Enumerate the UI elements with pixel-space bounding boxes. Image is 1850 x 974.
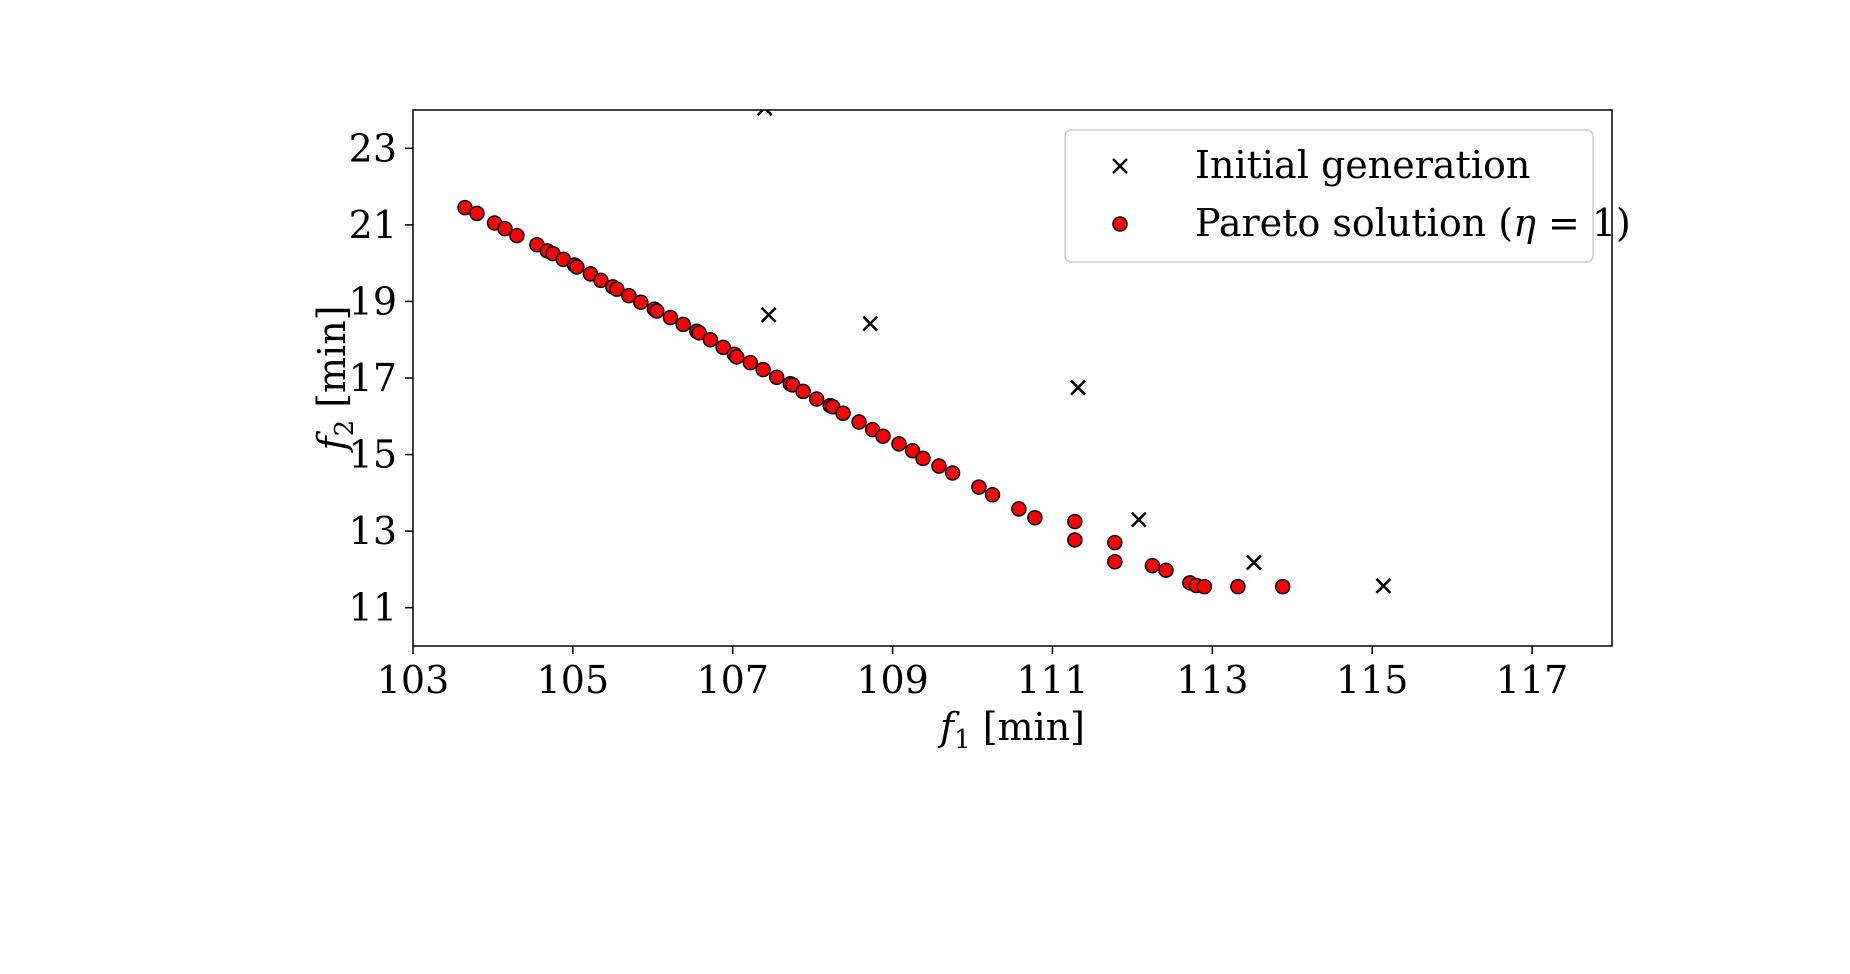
pareto-point <box>835 405 851 421</box>
y-tick-label: 15 <box>349 433 397 477</box>
pareto-point <box>662 309 679 326</box>
initial-generation-point <box>756 110 773 116</box>
pareto-point <box>984 487 1001 503</box>
x-tick-label: 109 <box>856 658 929 702</box>
legend-label-pareto-suffix: = 1) <box>1536 201 1631 245</box>
pareto-point <box>931 458 947 474</box>
pareto-point <box>1144 557 1161 574</box>
y-tick-label: 19 <box>349 279 397 323</box>
pareto-point <box>1196 578 1213 595</box>
legend-marker-pareto-solution <box>1112 216 1128 232</box>
pareto-point <box>875 428 891 444</box>
pareto-point <box>715 339 731 356</box>
y-tick-label: 17 <box>349 356 397 400</box>
y-axis-label: f2 [min] <box>310 305 360 453</box>
initial-generation-point <box>1130 511 1147 528</box>
pareto-point <box>649 303 665 319</box>
pareto-point <box>675 316 691 333</box>
pareto-point <box>971 479 987 495</box>
pareto-point <box>742 354 759 371</box>
y-tick-label: 11 <box>349 586 397 630</box>
pareto-point <box>702 331 719 348</box>
pareto-point <box>1158 562 1174 578</box>
y-axis: 11 13 15 17 19 21 23 <box>349 126 413 630</box>
pareto-point <box>795 383 811 400</box>
pareto-point <box>469 205 485 222</box>
initial-generation-point <box>1070 379 1086 396</box>
pareto-point <box>609 281 625 297</box>
pareto-point <box>904 442 921 459</box>
pareto-point <box>1107 554 1123 570</box>
x-tick-label: 105 <box>537 658 610 702</box>
pareto-point <box>728 349 745 365</box>
x-axis: 103 105 107 109 111 113 115 117 <box>377 646 1569 702</box>
pareto-point <box>633 294 649 310</box>
pareto-point <box>1067 532 1083 548</box>
y-axis-label-unit: [min] <box>310 305 354 419</box>
pareto-point <box>1067 513 1083 530</box>
pareto-point <box>691 325 707 341</box>
pareto-point <box>768 369 785 385</box>
legend-label-pareto-name: Pareto solution <box>1195 201 1486 245</box>
legend-box <box>1064 129 1594 263</box>
initial-generation-point <box>760 306 777 323</box>
x-axis-label-sub: 1 <box>954 725 971 755</box>
pareto-point <box>891 436 907 452</box>
x-axis-label: f1 [min] <box>937 705 1085 755</box>
pareto-point <box>621 287 637 304</box>
y-axis-label-sub: 2 <box>330 420 360 437</box>
pareto-point <box>509 227 525 244</box>
legend-label-pareto-solution: Pareto solution (η = 1) <box>1195 201 1631 245</box>
x-tick-label: 115 <box>1336 658 1409 702</box>
pareto-point <box>851 414 867 430</box>
pareto-point <box>497 220 513 237</box>
pareto-point <box>593 272 609 289</box>
pareto-point <box>1107 534 1123 551</box>
pareto-point <box>1274 578 1291 595</box>
legend: Initial generation Pareto solution (η = … <box>1064 129 1631 263</box>
pareto-point <box>569 259 585 275</box>
pareto-point <box>1230 578 1246 595</box>
pareto-point <box>1027 509 1043 526</box>
data-marks <box>457 110 1392 595</box>
pareto-point <box>915 450 931 467</box>
x-axis-label-unit: [min] <box>971 705 1085 749</box>
legend-label-pareto-greek: η <box>1513 201 1536 245</box>
pareto-point <box>808 391 825 407</box>
legend-marker-initial-generation <box>1112 158 1128 174</box>
initial-generation-point <box>862 315 879 332</box>
x-tick-label: 113 <box>1176 658 1249 702</box>
y-tick-label: 21 <box>349 203 397 247</box>
x-tick-label: 103 <box>377 658 450 702</box>
legend-label-initial-generation: Initial generation <box>1195 143 1530 187</box>
legend-label-pareto-paren: ( <box>1486 201 1513 245</box>
y-tick-label: 23 <box>349 126 397 170</box>
x-tick-label: 107 <box>696 658 769 702</box>
x-tick-label: 111 <box>1016 658 1089 702</box>
pareto-point <box>755 361 771 378</box>
initial-generation-point <box>1375 578 1392 594</box>
initial-generation-point <box>1246 554 1262 571</box>
pareto-point <box>1011 501 1027 517</box>
y-tick-label: 13 <box>349 509 397 553</box>
x-tick-label: 117 <box>1496 658 1569 702</box>
pareto-point <box>944 465 961 481</box>
